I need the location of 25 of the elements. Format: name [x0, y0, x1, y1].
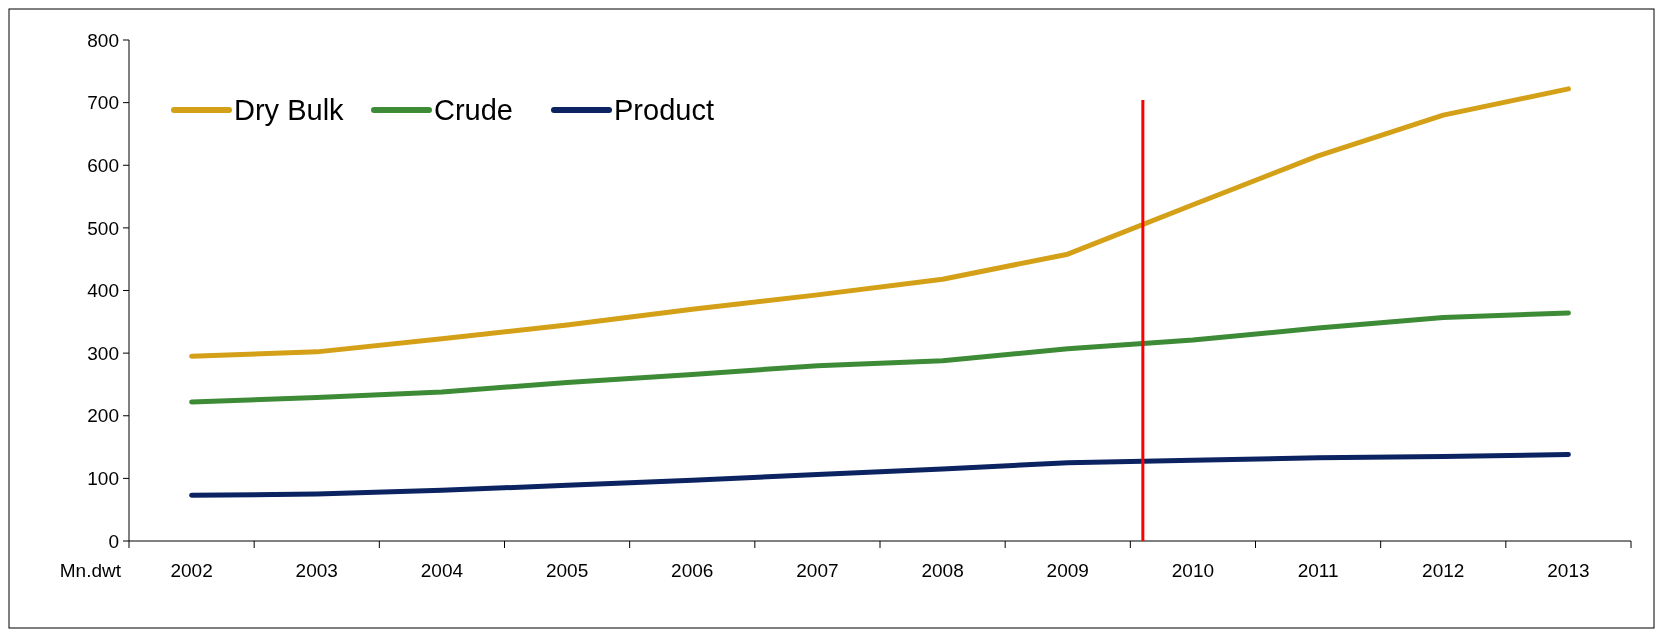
y-tick-label: 0: [108, 530, 119, 552]
x-tick-label: 2007: [796, 560, 839, 581]
x-tick-label: 2009: [1046, 560, 1089, 581]
x-tick-label: 2005: [545, 560, 589, 581]
x-tick-label: 2004: [420, 560, 464, 581]
y-tick-label: 200: [87, 405, 119, 427]
x-tick-label: 2012: [1422, 560, 1465, 581]
x-tick-label: 2006: [671, 560, 714, 581]
legend-label: Dry Bulk: [234, 94, 345, 127]
y-tick-label: 600: [87, 154, 119, 176]
y-tick-label: 400: [87, 280, 119, 302]
x-tick-label: 2002: [170, 560, 213, 581]
y-tick-label: 500: [87, 217, 119, 239]
x-tick-label: 2003: [295, 560, 338, 581]
y-tick-label: 800: [87, 29, 119, 51]
x-tick-label: 2011: [1297, 560, 1339, 581]
x-tick-label: 2010: [1171, 560, 1215, 581]
legend-label: Crude: [434, 94, 513, 127]
legend-label: Product: [614, 94, 714, 127]
y-tick-label: 100: [87, 468, 119, 490]
x-tick-label: 2008: [921, 560, 964, 581]
y-axis-title: Mn.dwt: [59, 560, 122, 581]
x-tick-label: 2013: [1547, 560, 1590, 581]
y-tick-label: 300: [87, 342, 119, 364]
y-tick-label: 700: [87, 92, 119, 114]
